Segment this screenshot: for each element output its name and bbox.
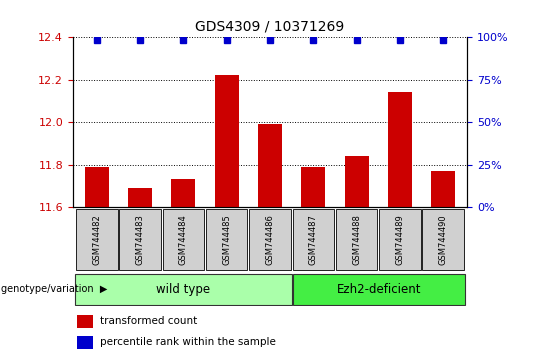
Bar [301,167,325,207]
Text: GSM744488: GSM744488 [352,215,361,265]
FancyBboxPatch shape [76,210,118,270]
Bar [345,156,368,207]
FancyBboxPatch shape [119,210,161,270]
FancyBboxPatch shape [422,210,464,270]
Bar [388,92,412,207]
Bar [77,336,93,349]
FancyBboxPatch shape [293,210,334,270]
Bar [431,171,455,207]
FancyBboxPatch shape [249,210,291,270]
Text: wild type: wild type [156,283,211,296]
FancyBboxPatch shape [379,210,421,270]
Text: GSM744486: GSM744486 [266,215,274,265]
FancyBboxPatch shape [293,274,465,305]
Bar [85,167,109,207]
Text: GSM744482: GSM744482 [92,215,101,265]
Text: percentile rank within the sample: percentile rank within the sample [100,337,276,348]
FancyBboxPatch shape [163,210,204,270]
Text: GSM744485: GSM744485 [222,215,231,265]
Bar [77,315,93,327]
FancyBboxPatch shape [75,274,292,305]
FancyBboxPatch shape [336,210,377,270]
Text: GSM744489: GSM744489 [395,215,404,265]
FancyBboxPatch shape [206,210,247,270]
Text: genotype/variation  ▶: genotype/variation ▶ [1,284,107,295]
Text: GSM744484: GSM744484 [179,215,188,265]
Text: GSM744487: GSM744487 [309,215,318,265]
Text: transformed count: transformed count [100,316,198,326]
Bar [172,179,195,207]
Text: Ezh2-deficient: Ezh2-deficient [336,283,421,296]
Title: GDS4309 / 10371269: GDS4309 / 10371269 [195,19,345,33]
Bar [258,124,282,207]
Bar [128,188,152,207]
Bar [215,75,239,207]
Text: GSM744490: GSM744490 [439,215,448,265]
Text: GSM744483: GSM744483 [136,215,145,265]
